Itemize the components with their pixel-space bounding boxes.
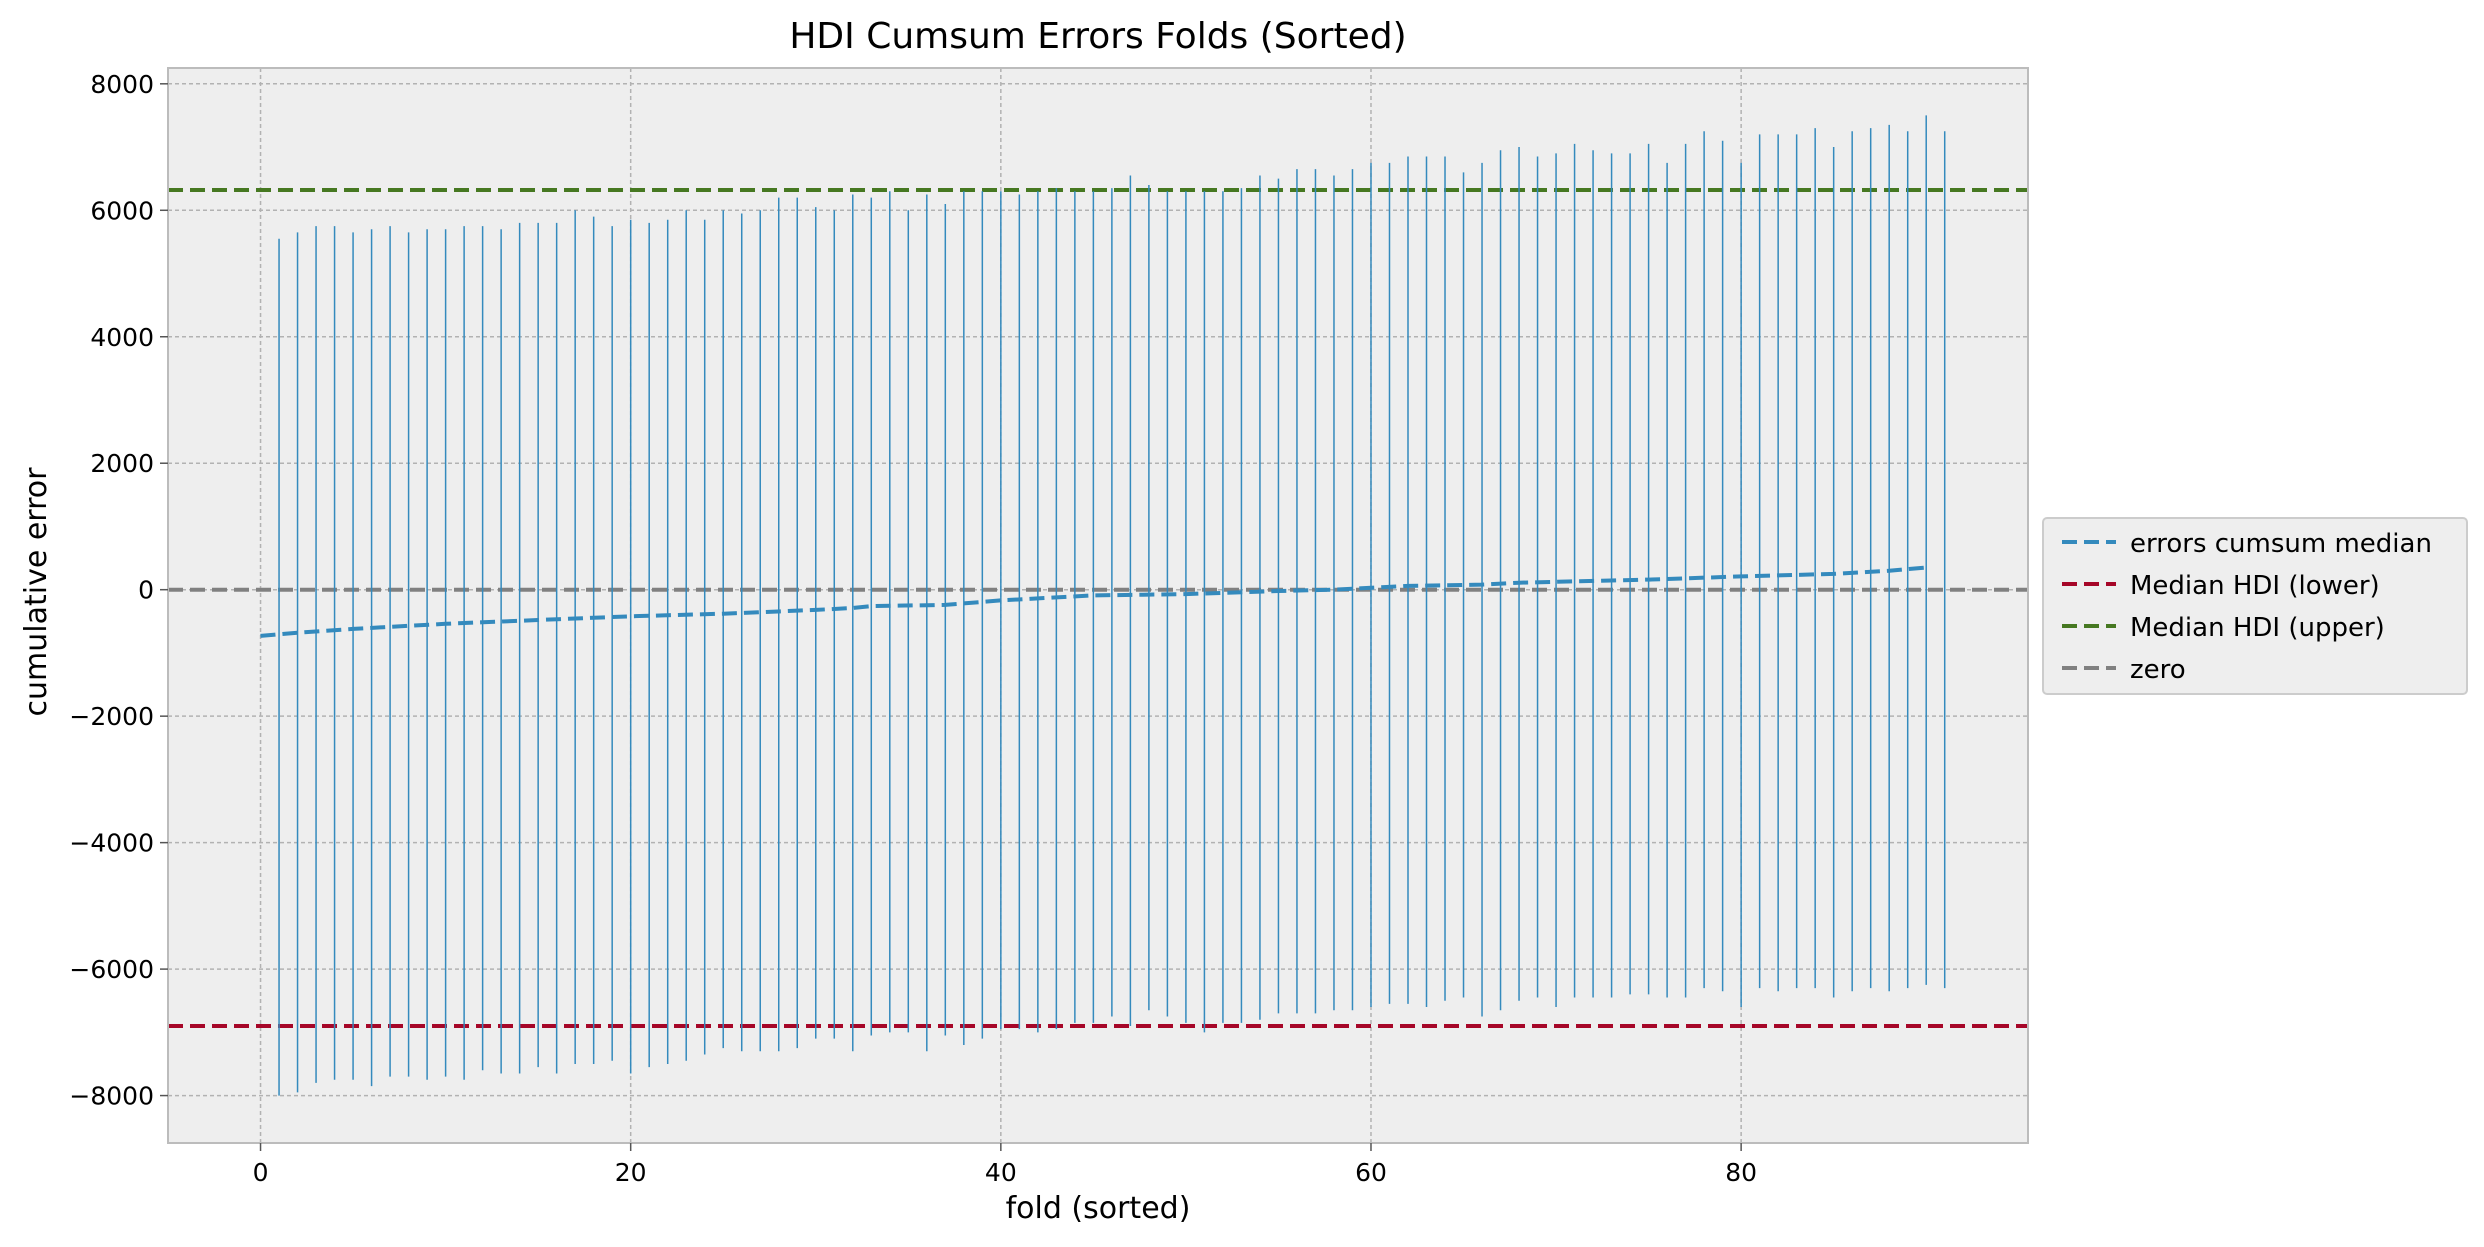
y-tick-label: 4000 [90,323,154,352]
y-tick-label: −2000 [69,702,154,731]
y-tick-label: −8000 [69,1082,154,1111]
axes-background [168,68,2028,1143]
x-tick-label: 80 [1725,1158,1757,1187]
legend-box [2042,517,2468,695]
x-tick-label: 20 [615,1158,647,1187]
reference-lines [168,188,2028,1029]
legend: errors cumsum median Median HDI (lower) … [2042,517,2468,695]
legend-label-hdi-upper: Median HDI (upper) [2130,613,2385,643]
plot-area [168,68,2028,1143]
y-tick-label: 6000 [90,196,154,225]
x-tick-label: 40 [985,1158,1017,1187]
legend-label-median: errors cumsum median [2130,529,2432,559]
y-tick-label: −4000 [69,829,154,858]
legend-label-zero: zero [2130,655,2186,685]
tick-layer: 0 20 40 60 80 −8000 −6000 −4000 −2000 0 2000 4000 60… [69,70,1757,1187]
y-axis-label: cumulative error [19,467,54,717]
x-tick-label: 60 [1355,1158,1387,1187]
median-line [260,565,1927,638]
legend-label-hdi-lower: Median HDI (lower) [2130,571,2380,601]
axes-border [167,67,2029,1144]
y-tick-label: 8000 [90,70,154,99]
axes-frame [167,67,2029,1144]
x-axis-label: fold (sorted) [1006,1191,1191,1226]
chart-title: HDI Cumsum Errors Folds (Sorted) [789,16,1406,57]
median-layer [260,565,1927,638]
x-tick-label: 0 [253,1158,269,1187]
y-tick-label: 0 [138,576,154,605]
errorbar-layer [278,115,1946,1096]
y-tick-label: −6000 [69,955,154,984]
y-tick-label: 2000 [90,449,154,478]
